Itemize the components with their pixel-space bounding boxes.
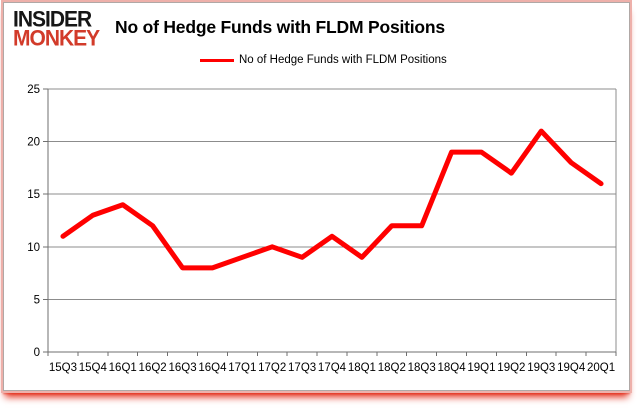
svg-text:15Q3: 15Q3 [49, 362, 77, 374]
svg-text:25: 25 [27, 84, 40, 96]
chart-title: No of Hedge Funds with FLDM Positions [115, 17, 445, 37]
svg-text:19Q1: 19Q1 [467, 362, 495, 374]
svg-text:19Q2: 19Q2 [497, 362, 525, 374]
chart-legend: No of Hedge Funds with FLDM Positions [200, 54, 447, 66]
chart-card: INSIDER MONKEY No of Hedge Funds with FL… [1, 0, 632, 393]
svg-text:17Q3: 17Q3 [288, 362, 316, 374]
svg-text:18Q4: 18Q4 [438, 362, 467, 374]
svg-text:10: 10 [27, 242, 40, 254]
logo-text-insider: INSIDER [13, 7, 92, 32]
legend-line-icon [200, 58, 234, 62]
svg-text:19Q3: 19Q3 [527, 362, 555, 374]
svg-text:17Q1: 17Q1 [228, 362, 256, 374]
svg-text:20: 20 [27, 137, 40, 149]
svg-text:18Q3: 18Q3 [408, 362, 436, 374]
svg-text:15Q4: 15Q4 [79, 362, 108, 374]
svg-text:16Q4: 16Q4 [198, 362, 227, 374]
svg-text:16Q3: 16Q3 [168, 362, 196, 374]
svg-text:19Q4: 19Q4 [557, 362, 586, 374]
svg-text:15: 15 [27, 189, 40, 201]
svg-text:0: 0 [34, 347, 40, 359]
svg-text:18Q2: 18Q2 [378, 362, 406, 374]
logo-text-monkey: MONKEY [13, 26, 100, 51]
svg-text:20Q1: 20Q1 [587, 362, 615, 374]
svg-text:18Q1: 18Q1 [348, 362, 376, 374]
svg-text:5: 5 [34, 294, 40, 306]
svg-text:16Q1: 16Q1 [109, 362, 137, 374]
svg-text:17Q2: 17Q2 [258, 362, 286, 374]
legend-label: No of Hedge Funds with FLDM Positions [239, 54, 447, 66]
svg-text:17Q4: 17Q4 [318, 362, 347, 374]
svg-text:16Q2: 16Q2 [139, 362, 167, 374]
insider-monkey-logo: INSIDER MONKEY [13, 7, 100, 51]
